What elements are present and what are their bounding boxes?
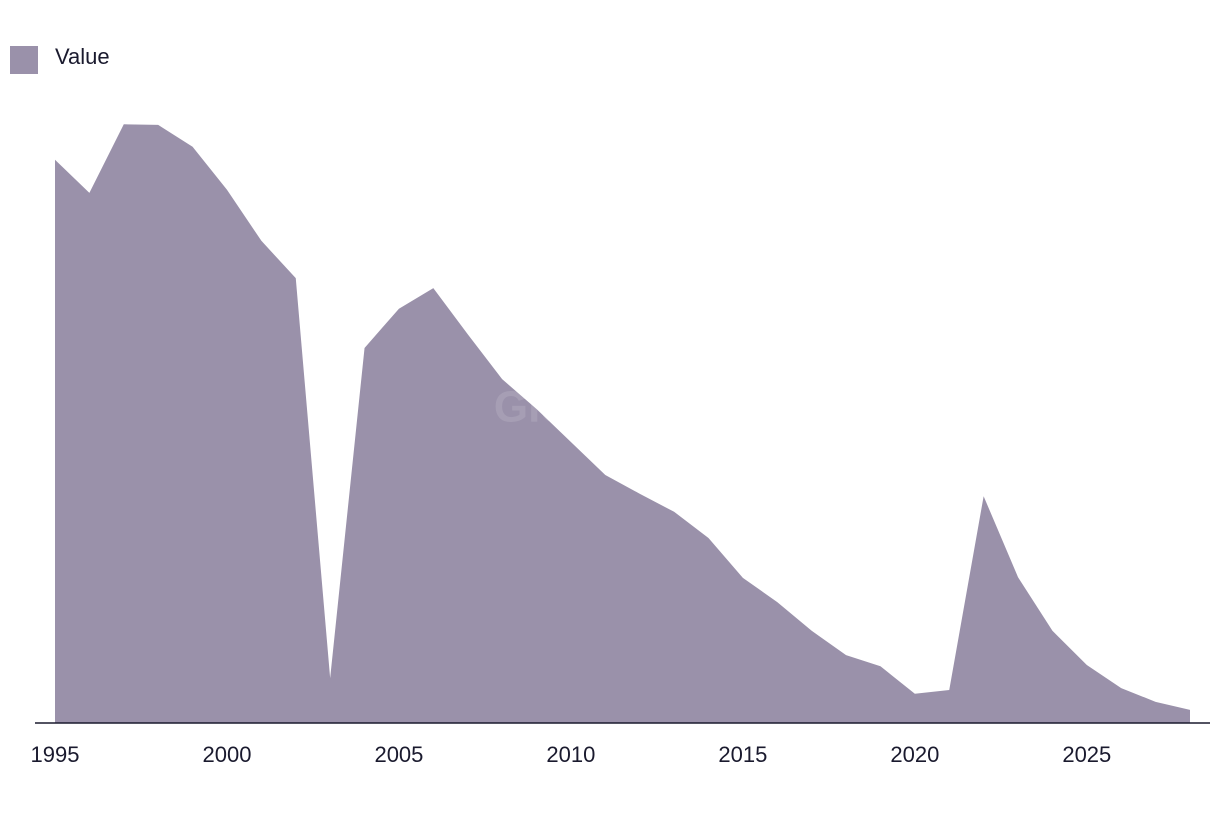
watermark: GlobalData [494,383,727,432]
x-tick-label: 2000 [202,742,251,767]
x-tick-label: 2015 [718,742,767,767]
legend-swatch [10,46,38,74]
area [55,124,1190,723]
x-tick-label: 2010 [546,742,595,767]
x-tick-label: 2025 [1062,742,1111,767]
legend-label: Value [55,44,110,69]
x-tick-label: 2005 [374,742,423,767]
x-tick-label: 2020 [890,742,939,767]
x-tick-label: 1995 [31,742,80,767]
